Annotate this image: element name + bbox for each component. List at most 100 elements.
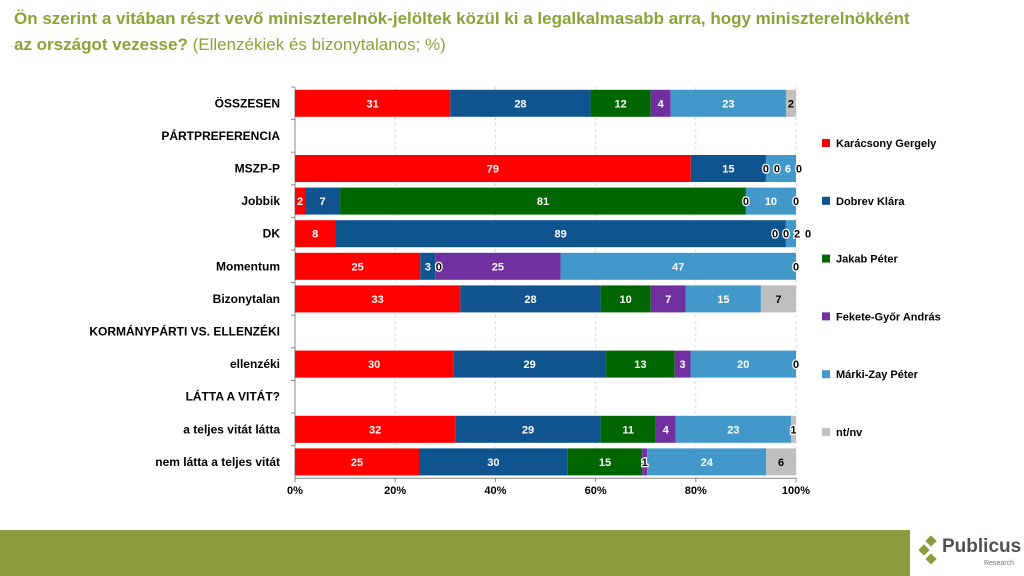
data-label: 0 bbox=[743, 196, 749, 208]
bar-segment bbox=[335, 220, 786, 248]
data-label: 12 bbox=[615, 98, 627, 110]
bar-segment bbox=[295, 285, 461, 313]
data-label: 24 bbox=[701, 457, 714, 469]
bar-segment bbox=[766, 448, 796, 476]
data-label: 0 bbox=[793, 196, 799, 208]
data-label: 25 bbox=[351, 457, 363, 469]
data-label: 7 bbox=[775, 294, 781, 306]
publicus-logo-icon bbox=[918, 535, 937, 565]
legend-label: nt/nv bbox=[836, 427, 863, 439]
data-label: 0 bbox=[793, 359, 799, 371]
data-label: 81 bbox=[537, 196, 549, 208]
data-label: 89 bbox=[555, 229, 567, 241]
data-label: 10 bbox=[620, 294, 632, 306]
data-label: 7 bbox=[665, 294, 671, 306]
bar-segment bbox=[295, 350, 454, 378]
data-label: 30 bbox=[368, 359, 380, 371]
legend-swatch bbox=[822, 254, 830, 263]
x-tick-label: 20% bbox=[384, 485, 406, 497]
bar-segment bbox=[690, 155, 766, 182]
bar-segment bbox=[305, 187, 341, 215]
bar-segment bbox=[419, 448, 568, 476]
x-tick-label: 40% bbox=[484, 485, 506, 497]
legend-label: Márki-Zay Péter bbox=[836, 369, 919, 381]
data-label: 20 bbox=[737, 359, 749, 371]
data-label: 3 bbox=[425, 261, 431, 273]
data-label: 23 bbox=[727, 424, 739, 436]
category-label: DK bbox=[263, 227, 281, 241]
legend-swatch bbox=[822, 196, 830, 205]
data-label: 15 bbox=[717, 294, 729, 306]
data-label: 28 bbox=[514, 98, 526, 110]
chart-title: Ön szerint a vitában részt vevő miniszte… bbox=[14, 6, 914, 58]
data-label: 8 bbox=[312, 229, 318, 241]
data-label: 0 bbox=[793, 261, 799, 273]
data-label: 25 bbox=[492, 261, 504, 273]
bar-segment bbox=[760, 285, 796, 313]
bar-segment bbox=[295, 89, 451, 117]
data-label: 1 bbox=[790, 424, 796, 436]
x-tick-label: 80% bbox=[685, 485, 707, 497]
data-label: 7 bbox=[319, 196, 325, 208]
data-label: 0 bbox=[796, 164, 802, 176]
legend-swatch bbox=[822, 370, 830, 379]
data-label: 0 bbox=[763, 164, 769, 176]
legend-label: Dobrev Klára bbox=[836, 196, 905, 208]
bar-segment bbox=[650, 285, 686, 313]
bar-segment bbox=[690, 350, 796, 378]
data-label: 1 bbox=[642, 457, 648, 469]
bar-segment bbox=[295, 155, 691, 182]
bar-segment bbox=[785, 89, 796, 117]
data-label: 4 bbox=[658, 98, 665, 110]
bar-segment bbox=[295, 448, 420, 476]
bar-segment bbox=[450, 89, 591, 117]
bar-segment bbox=[590, 89, 651, 117]
x-tick-label: 100% bbox=[782, 485, 810, 497]
bar-segment bbox=[435, 252, 561, 280]
bar-segment bbox=[670, 89, 786, 117]
bar-segment bbox=[560, 252, 796, 280]
bar-segment bbox=[785, 220, 796, 248]
category-label: PÁRTPREFERENCIA bbox=[161, 128, 280, 143]
data-label: 2 bbox=[297, 196, 303, 208]
bar-segment bbox=[295, 415, 456, 443]
category-label: LÁTTA A VITÁT? bbox=[186, 389, 280, 404]
legend-swatch bbox=[822, 312, 830, 321]
bar-segment bbox=[647, 448, 767, 476]
data-label: 23 bbox=[722, 98, 734, 110]
data-label: 29 bbox=[522, 424, 534, 436]
data-label: 0 bbox=[436, 261, 442, 273]
data-label: 0 bbox=[805, 229, 811, 241]
legend-label: Karácsony Gergely bbox=[836, 138, 937, 150]
bar-segment bbox=[765, 155, 796, 182]
data-label: 6 bbox=[778, 457, 784, 469]
data-label: 47 bbox=[672, 261, 684, 273]
title-subtitle: (Ellenzékiek és bizonytalanos; %) bbox=[192, 35, 446, 54]
data-label: 15 bbox=[722, 164, 734, 176]
category-label: MSZP-P bbox=[235, 162, 280, 176]
data-label: 6 bbox=[785, 164, 791, 176]
data-label: 3 bbox=[680, 359, 686, 371]
legend-swatch bbox=[822, 139, 830, 147]
bar-segment bbox=[567, 448, 643, 476]
data-label: 79 bbox=[487, 164, 499, 176]
bar-segment bbox=[674, 350, 691, 378]
bar-segment bbox=[340, 187, 746, 215]
bar-segment bbox=[655, 415, 676, 443]
data-label: 15 bbox=[599, 457, 611, 469]
bar-segment bbox=[600, 285, 651, 313]
footer-band bbox=[0, 530, 910, 576]
stacked-bar-chart: 0% 20% 40% 60% 80% 100%ÖSSZESEN 31 28 12 4 23 2PÁRT… bbox=[89, 86, 941, 497]
bar-segment bbox=[453, 350, 607, 378]
x-tick-label: 0% bbox=[287, 485, 303, 497]
bar-segment bbox=[420, 252, 436, 280]
bar-segment bbox=[600, 415, 656, 443]
bar-segment bbox=[295, 220, 336, 248]
data-label: 32 bbox=[369, 424, 381, 436]
legend-swatch bbox=[822, 428, 830, 436]
data-label: 2 bbox=[788, 98, 794, 110]
data-label: 25 bbox=[352, 261, 364, 273]
category-label: ÖSSZESEN bbox=[215, 95, 280, 110]
data-label: 13 bbox=[634, 359, 646, 371]
data-label: 0 bbox=[772, 229, 778, 241]
